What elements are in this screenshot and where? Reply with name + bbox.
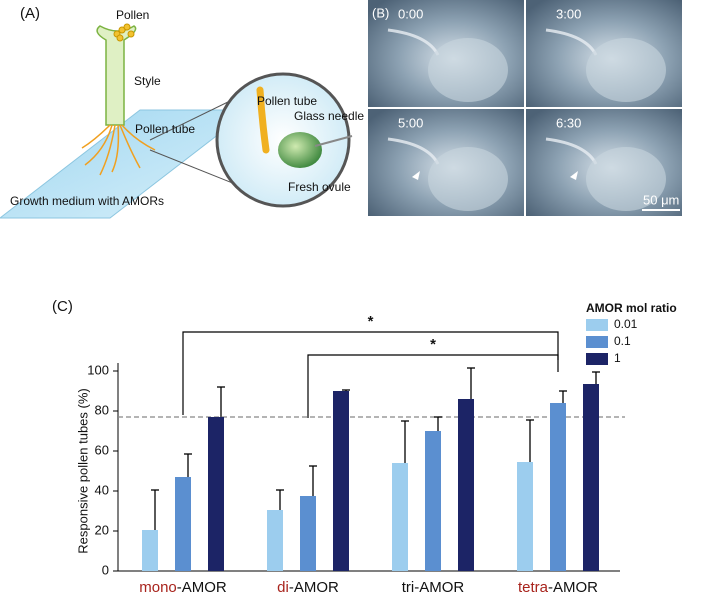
bar [175, 477, 191, 571]
label: Pollen [116, 8, 149, 22]
bar [458, 399, 474, 571]
legend-label: 0.01 [614, 317, 638, 331]
label: Glass needle [294, 109, 364, 123]
panel-label: (A) [20, 5, 40, 22]
label: Style [134, 74, 161, 88]
label: Pollen tube [257, 94, 317, 108]
panel-label: (B) [372, 5, 389, 20]
bar [208, 417, 224, 571]
significance-bracket [307, 354, 559, 418]
x-tick-label-part: -AMOR [548, 579, 598, 594]
bar [517, 462, 533, 571]
y-axis-label: Responsive pollen tubes (%) [75, 388, 90, 553]
bar [267, 510, 283, 571]
y-tick-label: 80 [95, 402, 109, 417]
legend-label: 1 [614, 351, 621, 365]
x-tick-label: tri-AMOR [402, 579, 465, 594]
timestamp: 6:30 [556, 115, 581, 130]
y-tick-label: 0 [102, 562, 109, 577]
bar [333, 391, 349, 571]
label: Growth medium with AMORs [10, 194, 164, 208]
significance-label: * [430, 336, 436, 353]
bar [142, 530, 158, 571]
x-tick-label: di-AMOR [277, 579, 339, 594]
scale-bar-label: 50 μm [643, 192, 679, 207]
significance-label: * [368, 313, 374, 330]
significance-bracket [182, 331, 559, 415]
panel-a: (A) Growth medium with AMORs Pollen Styl… [0, 5, 364, 219]
bar [583, 384, 599, 571]
bar [392, 463, 408, 571]
x-tick-label: mono-AMOR [139, 579, 227, 594]
timestamp: 3:00 [556, 6, 581, 21]
arrowhead [412, 171, 420, 180]
ovule-image [428, 147, 508, 211]
x-tick-label-part: di [277, 579, 289, 594]
ovule-image [586, 147, 666, 211]
y-tick-label: 60 [95, 442, 109, 457]
pollen-tubes [81, 124, 156, 176]
pollen-grains [113, 23, 135, 42]
x-tick-label-part: mono [139, 579, 177, 594]
zoom-line [149, 99, 233, 141]
y-tick-label: 20 [95, 522, 109, 537]
timestamp: 5:00 [398, 115, 423, 130]
label: Fresh ovule [288, 180, 351, 194]
label: Pollen tube [135, 122, 195, 136]
bar [425, 431, 441, 571]
legend-swatch [586, 319, 608, 331]
x-tick-label-part: -AMOR [177, 579, 227, 594]
legend-swatch [586, 336, 608, 348]
legend-title: AMOR mol ratio [586, 301, 677, 315]
glass-needle [314, 135, 353, 147]
panel-b: 0:00 3:00 5:00 6:30 (B) 50 μm [368, 0, 682, 216]
zoom-pollen-tube [256, 86, 270, 154]
x-tick-label-part: tetra [518, 579, 549, 594]
y-tick-label: 40 [95, 482, 109, 497]
ovule-image [586, 38, 666, 102]
y-tick-label: 100 [87, 362, 109, 377]
x-tick-label: tetra-AMOR [518, 579, 598, 594]
ovule-image [428, 38, 508, 102]
legend-label: 0.1 [614, 334, 631, 348]
style [96, 25, 137, 126]
timestamp: 0:00 [398, 6, 423, 21]
x-tick-label-part: tri [402, 579, 415, 594]
x-tick-label-part: -AMOR [289, 579, 339, 594]
panel-label: (C) [52, 298, 73, 315]
x-tick-label-part: -AMOR [414, 579, 464, 594]
panel-c: (C) Responsive pollen tubes (%) 0 20 40 60 80 1… [52, 298, 677, 594]
bar [300, 496, 316, 571]
legend-swatch [586, 353, 608, 365]
arrowhead [570, 171, 578, 180]
bar [550, 403, 566, 571]
ovule [278, 132, 322, 168]
